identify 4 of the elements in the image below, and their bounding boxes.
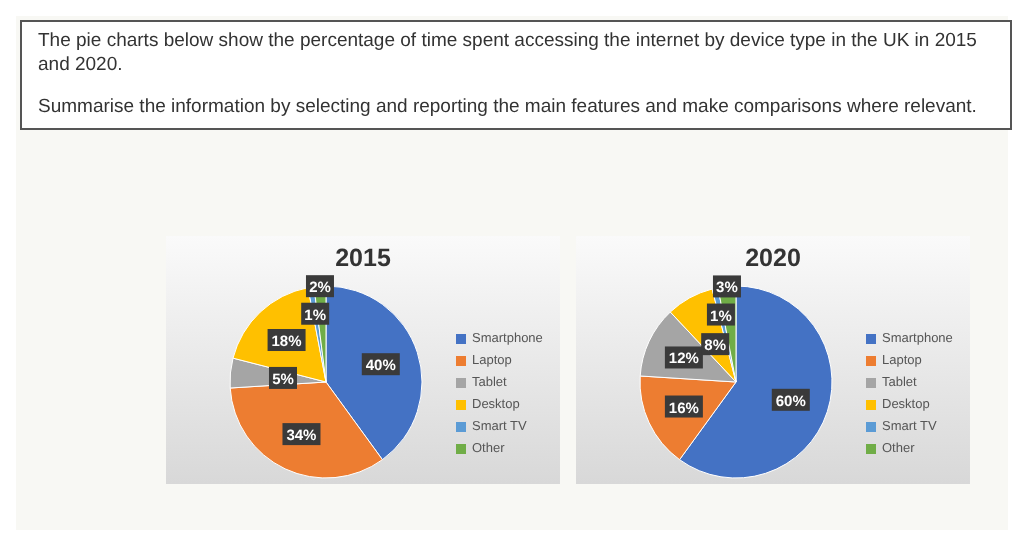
chart-title: 2020 (743, 244, 803, 272)
chart-title: 2015 (333, 244, 393, 272)
text: The pie charts below show the percentage of time spent accessing the internet by device type in the UK in 2015 and 2020. (38, 30, 979, 78)
text: Summarise the information by selecting and reporting the main features and make comparisons where relevant. (38, 95, 979, 120)
